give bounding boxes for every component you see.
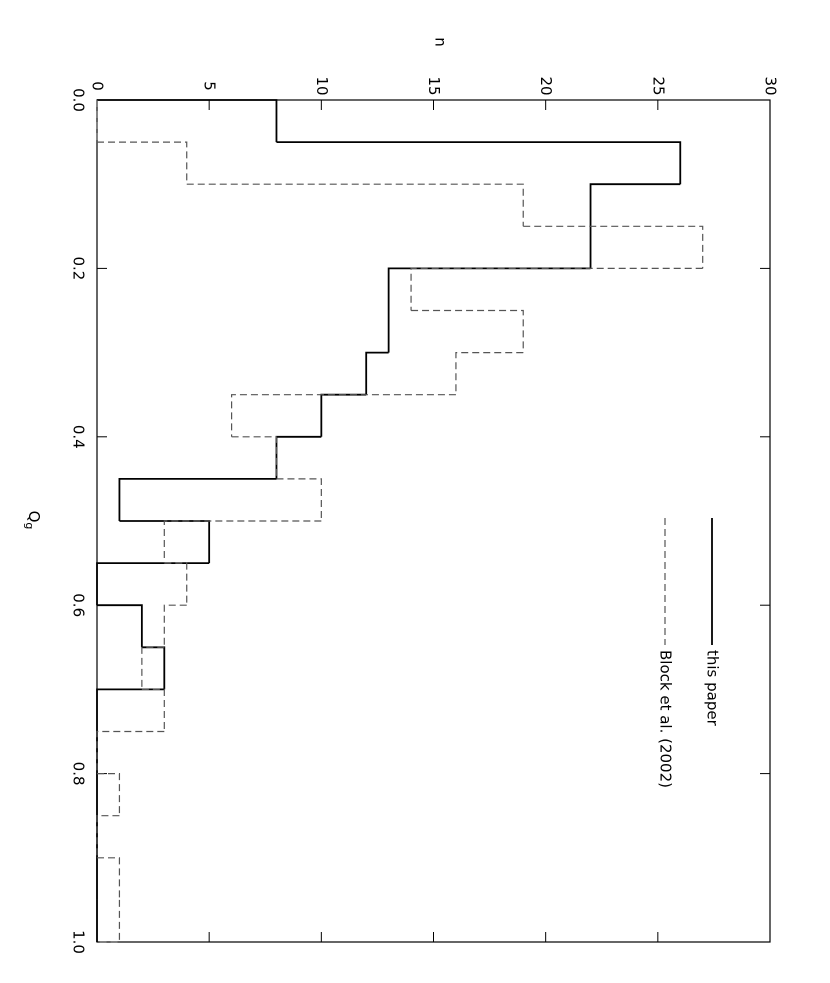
histogram-step — [97, 99, 278, 143]
y-tick-label: 0 — [89, 81, 107, 91]
x-tick-label: 0.4 — [70, 425, 88, 449]
legend-label: this paper — [704, 650, 722, 727]
y-tick-label: 15 — [425, 76, 443, 95]
histogram-step — [231, 394, 456, 437]
histogram-step — [276, 141, 682, 185]
histogram-step — [118, 478, 277, 521]
histogram-step — [163, 520, 322, 564]
histogram-step — [141, 646, 166, 690]
histogram-step — [97, 899, 121, 943]
x-axis-label: Qg — [23, 511, 44, 530]
histogram-step — [97, 604, 143, 648]
histogram-step — [97, 141, 188, 185]
y-tick-label: 20 — [537, 76, 555, 95]
histogram-step — [410, 267, 703, 311]
y-axis-label: n — [432, 37, 450, 47]
x-axis-label-sub: g — [23, 522, 36, 529]
x-tick-label: 0.2 — [70, 256, 88, 280]
y-tick-label: 5 — [201, 81, 219, 91]
histogram-step — [411, 309, 524, 353]
histogram-step — [455, 352, 524, 395]
histogram-step — [320, 393, 367, 437]
histogram-step — [96, 562, 210, 606]
histogram-step — [96, 730, 165, 774]
histogram-step — [164, 562, 188, 606]
histogram-step — [589, 183, 681, 227]
x-tick-label: 1.0 — [70, 930, 88, 954]
histogram-step — [141, 688, 165, 732]
x-tick-label: 0.8 — [70, 762, 88, 786]
histogram-step — [163, 604, 187, 648]
x-axis-label-main: Q — [26, 511, 44, 523]
histogram-step — [97, 857, 121, 900]
histogram-step — [96, 815, 120, 858]
histogram-step — [96, 688, 165, 732]
legend-label: Block et al. (2002) — [657, 650, 675, 788]
histogram-step — [275, 435, 322, 479]
histogram-step — [141, 646, 165, 690]
histogram-step — [97, 773, 121, 816]
histogram-step — [276, 478, 322, 521]
histogram-step — [186, 183, 524, 227]
histogram-step — [365, 351, 389, 395]
x-tick-label: 0.0 — [70, 88, 88, 112]
histogram-step — [387, 267, 591, 311]
y-tick-label: 10 — [313, 76, 331, 95]
y-tick-label: 30 — [762, 76, 780, 95]
y-tick-label: 25 — [649, 76, 667, 95]
histogram-step — [523, 225, 704, 269]
x-tick-label: 0.6 — [70, 593, 88, 617]
histogram-step — [231, 436, 278, 479]
